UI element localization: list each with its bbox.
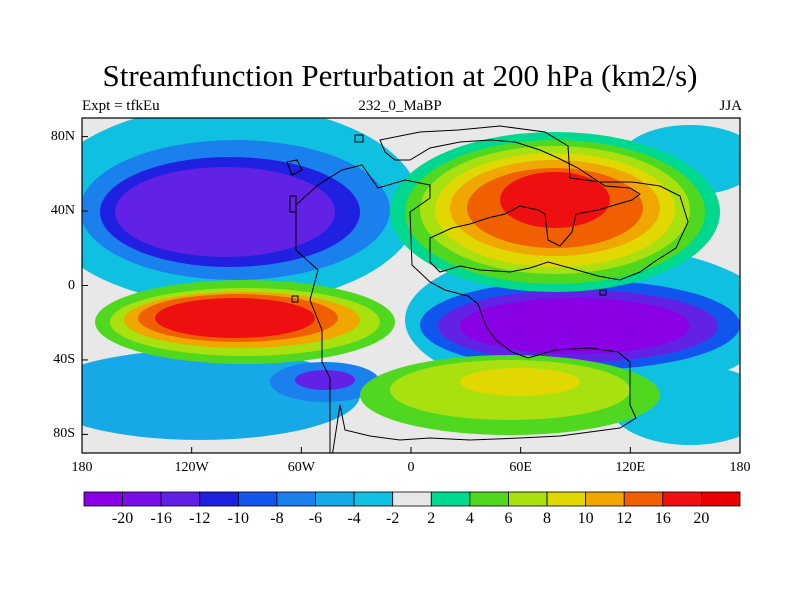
colorbar-label: 12 <box>616 510 633 527</box>
colorbar-label: 20 <box>693 510 710 527</box>
low-center-nw <box>115 167 335 257</box>
colorbar-box <box>469 491 509 507</box>
x-tick-label: 60W <box>287 460 315 475</box>
plot-title: Streamfunction Perturbation at 200 hPa (… <box>102 58 698 93</box>
colorbar-label: -6 <box>308 510 323 527</box>
y-tick-label: 40N <box>50 203 75 219</box>
case-label: 232_0_MaBP <box>358 98 442 114</box>
colorbar-box <box>623 491 664 507</box>
colorbar-label: -16 <box>150 510 172 527</box>
colorbar <box>83 491 741 507</box>
y-tick-label: 0 <box>68 277 75 293</box>
low-center-se <box>460 298 690 354</box>
colorbar-box <box>122 491 162 507</box>
x-tick-label: 120W <box>174 460 209 475</box>
colorbar-box <box>546 491 587 507</box>
colorbar-box <box>276 491 316 507</box>
colorbar-box <box>83 491 123 507</box>
colorbar-label: -2 <box>386 510 400 527</box>
colorbar-label: -20 <box>111 510 134 527</box>
x-tick-label: 0 <box>407 460 415 475</box>
colorbar-box <box>662 491 702 507</box>
colorbar-box <box>160 491 201 507</box>
x-tick-label: 120E <box>615 460 646 475</box>
high-center-sw <box>155 298 315 338</box>
x-tick-label: 180 <box>729 460 751 475</box>
colorbar-label: 6 <box>504 510 513 527</box>
high-center-ne <box>500 172 610 228</box>
colorbar-box <box>585 491 625 507</box>
colorbar-label: -10 <box>227 510 250 527</box>
colorbar-label: 2 <box>427 510 436 527</box>
axis-ticks <box>81 136 741 453</box>
colorbar-box <box>315 491 355 507</box>
y-tick-label: 80S <box>53 426 75 442</box>
coastline <box>286 125 689 453</box>
colorbar-label: -4 <box>347 510 361 527</box>
y-tick-label: 80N <box>50 128 75 144</box>
season-label: JJA <box>719 98 742 114</box>
colorbar-box <box>508 491 548 507</box>
low-center-s <box>295 370 355 390</box>
experiment-label: Expt = tfkEu <box>82 98 160 114</box>
colorbar-label: 10 <box>577 510 594 527</box>
x-tick-label: 180 <box>71 460 93 475</box>
colorbar-label: 16 <box>654 510 671 527</box>
contour-field <box>82 118 740 453</box>
colorbar-box <box>353 491 394 507</box>
colorbar-box <box>199 491 239 507</box>
y-tick-label: 40S <box>53 351 75 367</box>
colorbar-box <box>392 491 432 507</box>
colorbar-label: 4 <box>465 510 474 527</box>
colorbar-box <box>701 491 741 507</box>
colorbar-box <box>430 491 471 507</box>
colorbar-label: -8 <box>270 510 284 527</box>
colorbar-label: -12 <box>189 510 211 527</box>
colorbar-box <box>237 491 278 507</box>
high-center-s <box>460 368 580 396</box>
colorbar-label: 8 <box>543 510 552 527</box>
x-tick-label: 60E <box>509 460 532 475</box>
